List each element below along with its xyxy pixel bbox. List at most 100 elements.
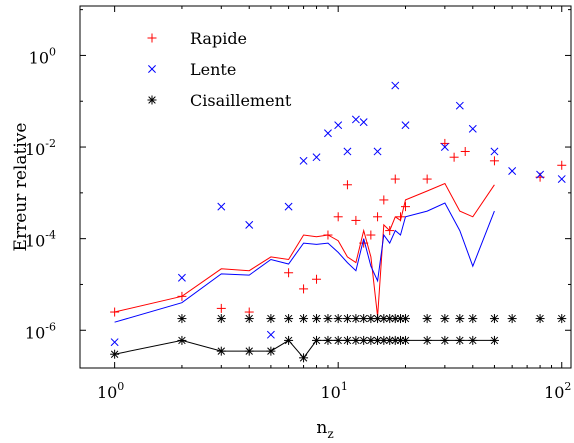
legend-marker bbox=[148, 65, 156, 73]
data-point bbox=[557, 160, 567, 170]
data-point bbox=[342, 180, 352, 190]
series-cisaillement bbox=[110, 314, 567, 363]
data-point bbox=[333, 335, 343, 345]
data-point bbox=[217, 202, 226, 211]
data-point bbox=[110, 338, 119, 347]
y-tick-label: 10-2 bbox=[25, 137, 56, 159]
x-tick-label: 101 bbox=[321, 380, 348, 402]
data-point bbox=[455, 314, 465, 324]
data-point bbox=[385, 226, 395, 236]
data-point bbox=[324, 129, 332, 138]
data-point bbox=[110, 349, 120, 359]
data-point bbox=[312, 153, 321, 162]
data-point bbox=[284, 314, 294, 324]
data-point bbox=[489, 156, 499, 166]
data-point bbox=[507, 314, 517, 324]
data-point bbox=[245, 220, 254, 229]
data-point bbox=[299, 284, 309, 294]
data-point bbox=[177, 273, 186, 282]
data-point bbox=[449, 152, 459, 162]
legend-label: Lente bbox=[190, 60, 236, 79]
legend-label: Cisaillement bbox=[190, 91, 292, 110]
data-point bbox=[557, 314, 567, 324]
series-layer bbox=[110, 81, 567, 363]
data-point bbox=[342, 335, 352, 345]
data-point bbox=[359, 118, 368, 127]
y-axis-label: Erreur relative bbox=[11, 123, 31, 252]
data-point bbox=[284, 202, 293, 211]
data-point bbox=[400, 314, 410, 324]
data-point bbox=[460, 146, 470, 156]
data-point bbox=[244, 314, 254, 324]
data-point bbox=[535, 314, 545, 324]
data-point bbox=[422, 335, 432, 345]
data-point bbox=[468, 335, 478, 345]
data-point bbox=[266, 314, 276, 324]
data-point bbox=[366, 230, 376, 240]
data-point bbox=[422, 174, 432, 184]
y-tick-label: 100 bbox=[29, 45, 56, 67]
data-point bbox=[390, 314, 400, 324]
data-point bbox=[468, 124, 477, 133]
data-point bbox=[299, 156, 308, 165]
data-point bbox=[351, 335, 361, 345]
x-tick-label: 100 bbox=[97, 380, 124, 402]
data-point bbox=[390, 174, 400, 184]
legend-marker bbox=[147, 33, 157, 43]
data-point bbox=[359, 314, 369, 324]
data-point bbox=[489, 335, 499, 345]
data-point bbox=[343, 147, 352, 156]
data-point bbox=[333, 314, 343, 324]
data-point bbox=[490, 147, 499, 156]
data-point bbox=[400, 335, 410, 345]
data-point bbox=[323, 230, 333, 240]
y-tick-label: 10-4 bbox=[25, 229, 56, 251]
data-point bbox=[400, 202, 410, 212]
data-point bbox=[440, 143, 449, 151]
data-point bbox=[401, 121, 410, 130]
x-tick-label: 102 bbox=[544, 380, 571, 402]
data-point bbox=[284, 268, 294, 278]
legend-marker bbox=[147, 95, 157, 105]
x-axis-label: nz bbox=[316, 418, 333, 441]
data-point bbox=[177, 314, 187, 324]
data-point bbox=[373, 212, 383, 222]
data-point bbox=[216, 314, 226, 324]
data-point bbox=[536, 170, 545, 179]
data-point bbox=[177, 291, 187, 301]
y-tick-label: 10-6 bbox=[25, 320, 56, 342]
data-point bbox=[323, 314, 333, 324]
data-point bbox=[351, 215, 361, 225]
data-point bbox=[216, 346, 226, 356]
data-point bbox=[508, 167, 517, 175]
data-point bbox=[177, 335, 187, 345]
data-point bbox=[391, 81, 400, 90]
data-point bbox=[455, 101, 464, 110]
legend: Rapide Lente Cisaillement bbox=[147, 29, 292, 110]
data-point bbox=[557, 175, 566, 184]
data-point bbox=[312, 274, 322, 284]
data-point bbox=[422, 314, 432, 324]
data-point bbox=[342, 314, 352, 324]
data-point bbox=[379, 195, 389, 205]
series-lente bbox=[110, 81, 566, 347]
data-point bbox=[440, 335, 450, 345]
series-line bbox=[114, 339, 495, 359]
data-point bbox=[334, 121, 343, 130]
series-rapide bbox=[110, 138, 567, 317]
series-line bbox=[114, 202, 495, 323]
plot-frame bbox=[79, 5, 572, 369]
data-point bbox=[351, 314, 361, 324]
data-point bbox=[323, 335, 333, 345]
data-point bbox=[110, 307, 120, 317]
series-line bbox=[114, 182, 495, 317]
data-point bbox=[351, 115, 360, 124]
data-point bbox=[216, 303, 226, 313]
data-point bbox=[366, 335, 376, 345]
data-point bbox=[266, 330, 275, 339]
data-point bbox=[468, 314, 478, 324]
data-point bbox=[244, 346, 254, 356]
legend-label: Rapide bbox=[190, 29, 247, 48]
data-point bbox=[312, 314, 322, 324]
data-point bbox=[333, 212, 343, 222]
